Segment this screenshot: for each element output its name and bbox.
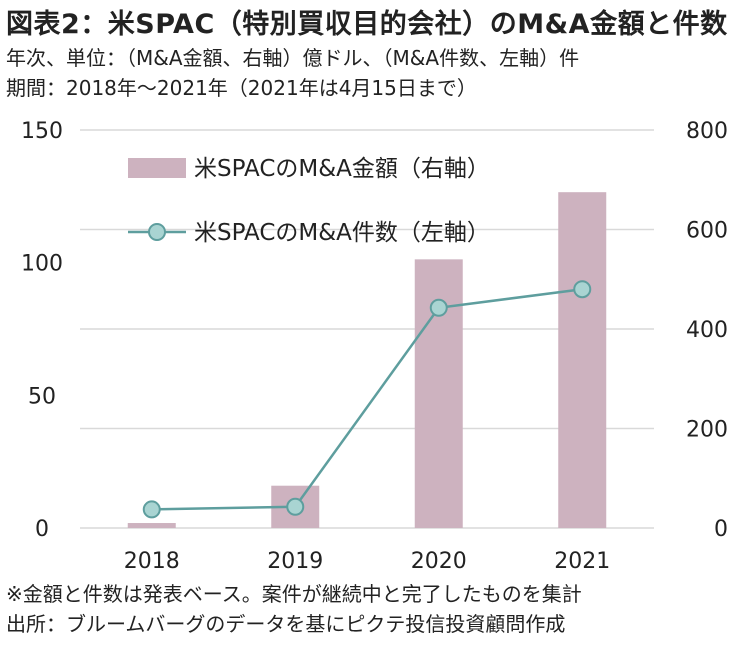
line-point	[573, 280, 592, 299]
footnote: ※金額と件数は発表ベース。案件が継続中と完了したものを集計	[6, 582, 582, 606]
line-series	[142, 280, 592, 519]
chart-title: 図表2：米SPAC（特別買収目的会社）のM&A金額と件数	[6, 9, 728, 40]
legend-swatch-marker	[148, 223, 166, 241]
left-axis-tick-label: 0	[35, 517, 49, 542]
x-axis-tick-label: 2018	[124, 549, 180, 574]
left-axis-tick-label: 150	[21, 119, 63, 144]
right-axis-tick-label: 600	[686, 219, 728, 244]
line-path	[151, 287, 583, 511]
left-axis: 0 50 100 150	[21, 119, 63, 542]
right-axis-tick-label: 200	[686, 418, 728, 443]
x-axis-tick-label: 2020	[411, 549, 467, 574]
x-axis-tick-label: 2021	[554, 549, 610, 574]
chart-subtitle-units: 年次、単位：（M&A金額、右軸）億ドル、（M&A件数、左軸）件	[6, 46, 580, 70]
left-axis-tick-label: 100	[21, 252, 63, 277]
right-axis-tick-label: 0	[714, 517, 728, 542]
line-point	[142, 500, 161, 519]
left-axis-tick-label: 50	[28, 384, 56, 409]
chart-subtitle-period: 期間：2018年～2021年（2021年は4月15日まで）	[6, 76, 477, 100]
bar	[127, 523, 176, 528]
x-axis: 2018 2019 2020 2021	[124, 549, 611, 574]
bar-series	[127, 192, 607, 528]
right-axis: 0 200 400 600 800	[686, 119, 728, 542]
line-point	[429, 298, 448, 317]
x-axis-tick-label: 2019	[267, 549, 323, 574]
combo-chart: 0 50 100 150 0 200 400 600 800 2018 2019 2020 2021…	[21, 119, 728, 574]
legend-label-line: 米SPACのM&A件数（左軸）	[194, 220, 490, 246]
right-axis-tick-label: 400	[686, 318, 728, 343]
legend-swatch-bar	[128, 158, 186, 178]
line-point	[286, 497, 305, 516]
right-axis-tick-label: 800	[686, 119, 728, 144]
source-note: 出所：ブルームバーグのデータを基にピクテ投信投資顧問作成	[6, 612, 566, 636]
bar	[558, 192, 607, 528]
legend-label-bar: 米SPACのM&A金額（右軸）	[194, 156, 490, 182]
legend: 米SPACのM&A金額（右軸） 米SPACのM&A件数（左軸）	[128, 156, 490, 246]
